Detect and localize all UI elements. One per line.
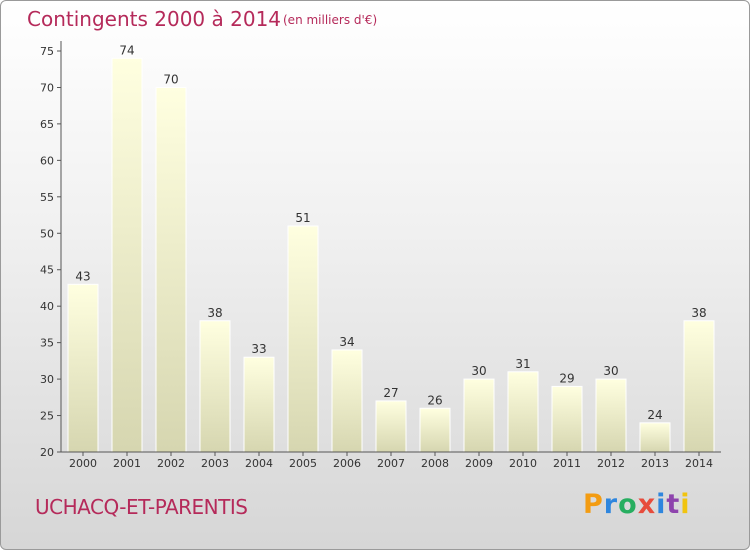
y-tick-label: 65: [40, 118, 54, 131]
data-label-2012: 30: [603, 364, 618, 378]
data-label-2001: 74: [119, 43, 134, 57]
x-tick-label: 2003: [201, 457, 229, 470]
data-label-2009: 30: [471, 364, 486, 378]
y-tick-label: 50: [40, 227, 54, 240]
data-label-2008: 26: [427, 393, 442, 407]
x-tick-label: 2009: [465, 457, 493, 470]
data-label-2000: 43: [75, 269, 90, 283]
x-tick-label: 2014: [685, 457, 713, 470]
data-label-2013: 24: [647, 408, 662, 422]
x-tick-label: 2006: [333, 457, 361, 470]
bar-2001: [111, 57, 143, 453]
y-tick-label: 25: [40, 410, 54, 423]
chart-subtitle: (en milliers d'€): [283, 13, 378, 27]
bar-2005: [287, 225, 319, 453]
y-tick-label: 40: [40, 300, 54, 313]
x-tick-label: 2007: [377, 457, 405, 470]
y-tick-label: 30: [40, 373, 54, 386]
x-tick-label: 2002: [157, 457, 185, 470]
x-tick-label: 2010: [509, 457, 537, 470]
proxiti-logo: Proxiti: [583, 489, 691, 520]
bar-2009: [463, 378, 495, 453]
data-label-2005: 51: [295, 211, 310, 225]
bar-2012: [595, 378, 627, 453]
logo-letter: i: [680, 489, 691, 520]
bar-2003: [199, 320, 231, 453]
chart-title: Contingents 2000 à 2014: [27, 7, 282, 31]
x-tick-label: 2004: [245, 457, 273, 470]
x-tick-label: 2011: [553, 457, 581, 470]
y-tick-label: 75: [40, 45, 54, 58]
x-tick-label: 2001: [113, 457, 141, 470]
bar-2011: [551, 385, 583, 453]
bar-2010: [507, 371, 539, 453]
x-tick-label: 2013: [641, 457, 669, 470]
bar-2013: [639, 422, 671, 453]
y-tick-label: 60: [40, 154, 54, 167]
x-tick-label: 2012: [597, 457, 625, 470]
y-tick-label: 45: [40, 264, 54, 277]
data-label-2007: 27: [383, 386, 398, 400]
bar-2004: [243, 356, 275, 453]
data-label-2011: 29: [559, 371, 574, 385]
x-tick-label: 2000: [69, 457, 97, 470]
y-tick-label: 35: [40, 337, 54, 350]
y-tick-label: 55: [40, 191, 54, 204]
bar-2000: [67, 283, 99, 453]
data-label-2004: 33: [251, 342, 266, 356]
logo-letter: t: [666, 489, 681, 520]
data-label-2010: 31: [515, 357, 530, 371]
logo-letter: o: [618, 489, 638, 520]
bar-2006: [331, 349, 363, 453]
bar-2014: [683, 320, 715, 453]
bar-2008: [419, 407, 451, 453]
logo-letter: i: [656, 489, 667, 520]
logo-letter: P: [583, 489, 604, 520]
data-label-2003: 38: [207, 306, 222, 320]
data-label-2014: 38: [691, 306, 706, 320]
y-tick-label: 70: [40, 81, 54, 94]
bar-2007: [375, 400, 407, 453]
data-label-2002: 70: [163, 72, 178, 86]
logo-letter: x: [637, 489, 657, 520]
x-tick-label: 2008: [421, 457, 449, 470]
data-label-2006: 34: [339, 335, 354, 349]
commune-name: UCHACQ-ET-PARENTIS: [35, 495, 248, 519]
bar-2002: [155, 86, 187, 453]
x-tick-label: 2005: [289, 457, 317, 470]
y-tick-label: 20: [40, 446, 54, 459]
logo-letter: r: [603, 489, 619, 520]
